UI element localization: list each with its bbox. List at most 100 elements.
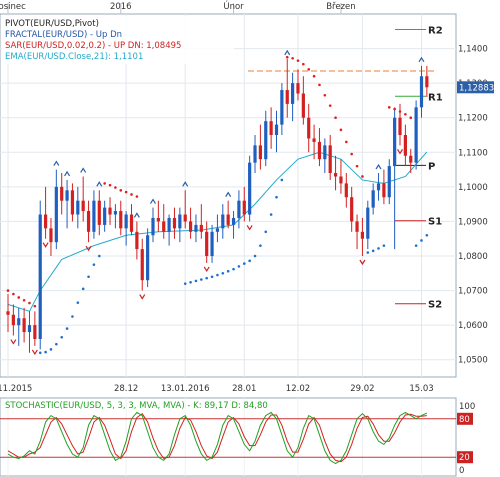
sar-dot-up: [226, 269, 230, 273]
price-tag-label: 1,12883: [459, 83, 494, 93]
candle-body: [248, 162, 252, 215]
fractal-down-icon: [31, 349, 38, 356]
candle-body: [237, 200, 241, 218]
sar-dot-up: [377, 247, 380, 250]
sar-dot-up: [242, 262, 246, 265]
candle-body: [17, 318, 21, 326]
candle-body: [307, 117, 311, 139]
candle-body: [97, 200, 101, 225]
candle-body: [350, 197, 354, 222]
sar-dot-up: [371, 249, 375, 253]
y-tick-label: 1,0600: [458, 321, 488, 331]
candle-body: [280, 90, 284, 125]
legend-entry: PIVOT(EUR/USD,Pivot): [5, 19, 99, 29]
sar-dot-down: [6, 289, 10, 292]
candle-body: [86, 211, 91, 232]
fractal-down-icon: [246, 225, 253, 231]
sar-dot-down: [285, 55, 289, 59]
sar-dot-up: [60, 335, 63, 339]
candle-body: [253, 145, 257, 163]
sar-dot-down: [409, 116, 413, 120]
y-tick-label: 1,1000: [458, 183, 488, 193]
candle-body: [151, 217, 155, 236]
sar-dot-up: [183, 282, 187, 285]
price-tag-bg: [457, 81, 494, 94]
sar-dot-up: [92, 263, 96, 266]
candle-body: [162, 221, 166, 232]
sar-dot-up: [237, 265, 241, 268]
fractal-up-icon: [96, 181, 103, 187]
candle-body: [409, 155, 413, 163]
candle-body: [81, 200, 85, 212]
fractal-down-icon: [139, 294, 146, 300]
candle-body: [27, 325, 32, 333]
sar-dot-down: [302, 62, 305, 66]
candle-body: [258, 145, 262, 160]
sar-dot-up: [200, 278, 203, 281]
candle-body: [215, 228, 220, 232]
sar-dot-down: [350, 152, 353, 156]
candle-body: [398, 117, 402, 135]
candle-body: [221, 214, 225, 229]
x-tick-label: 28.12: [114, 384, 138, 394]
sar-dot-down: [291, 56, 294, 60]
candle-body: [22, 318, 26, 333]
candle-body: [425, 76, 429, 88]
top-date-label: Březen: [326, 2, 355, 12]
sar-dot-up: [81, 287, 85, 291]
stoch-scale-label: 100: [459, 402, 475, 412]
sar-dot-up: [264, 230, 268, 234]
candle-body: [11, 314, 15, 326]
sar-dot-down: [393, 107, 396, 111]
candle-body: [382, 183, 386, 198]
sar-dot-down: [387, 106, 391, 109]
sar-dot-down: [339, 128, 343, 132]
candle-body: [393, 117, 397, 167]
candle-body: [92, 200, 96, 232]
sar-dot-down: [119, 189, 123, 192]
sar-dot-up: [71, 315, 74, 318]
sar-dot-down: [398, 110, 402, 113]
candle-body: [76, 200, 80, 215]
candle-body: [156, 217, 160, 222]
sar-dot-down: [307, 68, 311, 71]
stoch-level-tag-bg: [457, 412, 473, 425]
candle-body: [355, 221, 359, 232]
candle-body: [317, 141, 322, 160]
x-tick-label: 13.01.2016: [161, 384, 210, 394]
sar-dot-down: [130, 193, 133, 196]
candle-body: [108, 207, 112, 215]
sar-dot-down: [12, 292, 15, 296]
candle-body: [419, 76, 424, 108]
candle-body: [312, 138, 316, 142]
stoch-level-label: 20: [459, 453, 470, 463]
candle-body: [285, 90, 289, 104]
sar-dot-down: [345, 140, 348, 144]
candle-body: [328, 145, 332, 174]
fractal-down-icon: [397, 149, 404, 155]
sar-dot-down: [328, 104, 332, 107]
sar-dot-down: [108, 183, 112, 187]
sar-dot-down: [355, 164, 359, 168]
candle-body: [113, 211, 117, 215]
candle-body: [43, 214, 48, 229]
fractal-down-icon: [85, 245, 92, 252]
sar-dot-down: [28, 301, 31, 305]
candle-body: [70, 190, 75, 215]
candle-body: [60, 186, 64, 201]
candle-body: [264, 121, 268, 160]
candle-body: [360, 231, 365, 239]
candle-body: [103, 207, 107, 225]
fractal-up-icon: [284, 49, 291, 56]
candle-body: [124, 214, 128, 229]
stoch-level-label: 80: [459, 415, 470, 425]
candle-body: [291, 83, 295, 104]
candle-body: [387, 166, 391, 198]
candle-body: [414, 107, 418, 163]
fractal-up-icon: [80, 167, 87, 173]
sar-dot-up: [210, 275, 214, 279]
stoch-level-tag-bg: [457, 451, 473, 464]
x-tick-label: 29.02: [350, 384, 374, 394]
sar-dot-up: [232, 267, 235, 271]
